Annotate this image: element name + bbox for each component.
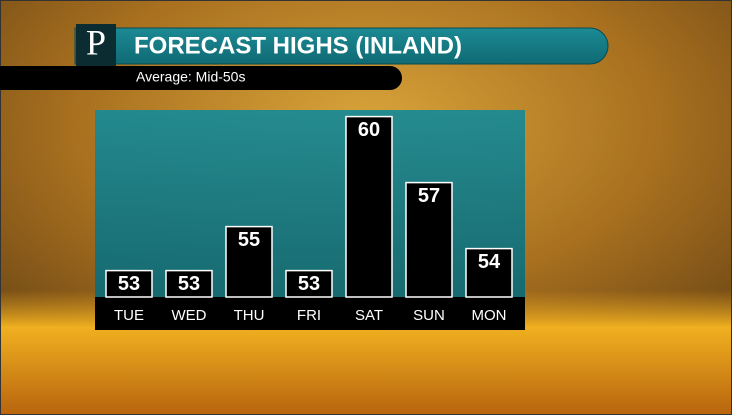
x-tick-label: SUN [413, 307, 445, 324]
value-label: 53 [298, 273, 320, 295]
x-tick-label: THU [234, 307, 265, 324]
chart-subtitle: Average: Mid-50s [136, 69, 245, 85]
logo: P [86, 22, 106, 62]
x-tick-label: SAT [355, 307, 383, 324]
bar [165, 269, 213, 298]
title-banner [74, 27, 609, 65]
chart-title: FORECAST HIGHS (INLAND) [134, 32, 462, 59]
value-label: 60 [358, 119, 380, 141]
category-strip [95, 297, 525, 330]
x-tick-label: MON [472, 307, 507, 324]
bar [345, 115, 393, 298]
value-label: 54 [478, 251, 501, 273]
x-tick-label: FRI [297, 307, 321, 324]
bar [285, 269, 333, 298]
plot-area [95, 110, 525, 297]
value-label: 55 [238, 229, 260, 251]
bar [105, 269, 153, 298]
bar [465, 247, 513, 298]
subtitle-bar [0, 66, 402, 90]
x-tick-label: TUE [114, 307, 144, 324]
value-label: 57 [418, 185, 440, 207]
bar [225, 225, 273, 298]
bar [405, 181, 453, 298]
logo-box [76, 24, 116, 68]
value-label: 53 [118, 273, 140, 295]
value-label: 53 [178, 273, 200, 295]
x-tick-label: WED [172, 307, 207, 324]
